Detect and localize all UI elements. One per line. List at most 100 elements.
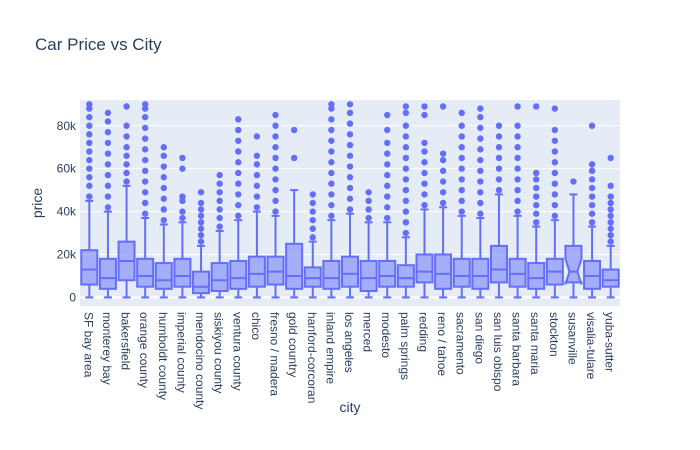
outlier-point: [514, 122, 521, 129]
x-tick-label: hanford-corcoran: [305, 312, 319, 403]
outlier-point: [384, 204, 391, 211]
iqr-box: [359, 259, 378, 292]
outlier-point: [216, 171, 223, 179]
outlier-point: [272, 144, 279, 151]
outlier-point: [588, 193, 596, 200]
outlier-point: [86, 148, 93, 155]
x-tick-label: sacramento: [454, 312, 468, 375]
outlier-point: [160, 195, 167, 202]
box-humboldt-county: [154, 144, 173, 299]
outlier-point: [179, 154, 186, 162]
outlier-point: [607, 199, 614, 207]
outlier-point: [607, 219, 614, 226]
x-tick-label: san diego: [472, 312, 486, 364]
outlier-point: [253, 171, 261, 179]
outlier-point: [514, 165, 521, 172]
outlier-point: [235, 212, 242, 220]
outlier-point: [123, 122, 130, 129]
box-san-luis-obispo: [489, 122, 508, 299]
outlier-point: [290, 126, 298, 134]
outlier-point: [253, 152, 261, 159]
outlier-point: [402, 176, 410, 183]
iqr-box: [173, 257, 192, 288]
outlier-point: [328, 126, 335, 134]
outlier-point: [104, 128, 112, 136]
outlier-point: [477, 210, 484, 217]
outlier-point: [346, 109, 354, 117]
box-siskiyou-county: [210, 171, 229, 299]
outlier-point: [458, 154, 465, 162]
outlier-point: [346, 101, 354, 108]
outlier-point: [328, 159, 335, 166]
box-inland-empire: [322, 101, 341, 299]
outlier-point: [328, 180, 335, 187]
iqr-box: [471, 257, 490, 290]
outlier-point: [346, 206, 354, 213]
outlier-point: [309, 199, 316, 207]
outlier-point: [253, 193, 261, 200]
outlier-point: [421, 111, 428, 119]
outlier-point: [346, 141, 354, 149]
outlier-point: [514, 197, 521, 205]
outlier-point: [179, 165, 186, 172]
outlier-point: [328, 201, 335, 209]
iqr-box: [434, 253, 453, 290]
outlier-point: [458, 109, 465, 117]
x-tick-label: redding: [416, 312, 430, 352]
box-sf-bay-area: [80, 101, 99, 299]
outlier-point: [216, 197, 223, 205]
outlier-point: [197, 212, 205, 220]
outlier-point: [104, 109, 112, 117]
outlier-point: [402, 144, 410, 151]
box-reno-tahoe: [434, 103, 453, 299]
box-fresno-madera: [266, 111, 285, 299]
iqr-box: [98, 257, 117, 290]
outlier-point: [551, 137, 559, 144]
outlier-point: [86, 122, 93, 129]
outlier-point: [533, 176, 540, 183]
outlier-point: [86, 156, 93, 164]
outlier-point: [197, 238, 205, 245]
y-tick-label: 0: [69, 290, 76, 304]
outlier-point: [328, 148, 335, 155]
outlier-point: [216, 223, 223, 230]
outlier-point: [439, 199, 447, 207]
outlier-point: [588, 122, 596, 129]
y-tick-labels: 0 20k 40k 60k 80k: [57, 119, 77, 305]
outlier-point: [384, 193, 391, 200]
outlier-point: [402, 219, 410, 226]
outlier-point: [235, 137, 242, 144]
outlier-point: [439, 156, 447, 164]
x-tick-label: inland empire: [323, 312, 337, 384]
outlier-point: [458, 208, 465, 215]
outlier-point: [533, 103, 540, 110]
outlier-point: [607, 212, 614, 220]
box-chico: [247, 133, 266, 299]
outlier-point: [160, 184, 167, 192]
outlier-point: [402, 122, 410, 129]
outlier-point: [86, 131, 93, 138]
outlier-point: [439, 178, 447, 185]
x-tick-label: yuba-sutter: [603, 312, 617, 372]
outlier-point: [402, 208, 410, 215]
outlier-point: [141, 124, 149, 132]
outlier-point: [477, 113, 484, 121]
outlier-point: [607, 225, 614, 232]
outlier-point: [216, 206, 223, 213]
outlier-point: [123, 161, 130, 168]
outlier-point: [104, 118, 112, 125]
outlier-point: [533, 184, 540, 192]
outlier-point: [439, 103, 447, 110]
x-tick-label: palm springs: [398, 312, 412, 380]
outlier-point: [402, 154, 410, 162]
outlier-point: [272, 111, 279, 119]
outlier-point: [216, 180, 223, 187]
outlier-point: [235, 159, 242, 166]
outlier-point: [384, 161, 391, 168]
outlier-point: [216, 189, 223, 196]
box-mendocino-county: [192, 189, 211, 299]
outlier-point: [346, 163, 354, 170]
box-yuba-sutter: [601, 154, 620, 299]
outlier-point: [235, 191, 242, 198]
box-palm-springs: [396, 103, 415, 299]
